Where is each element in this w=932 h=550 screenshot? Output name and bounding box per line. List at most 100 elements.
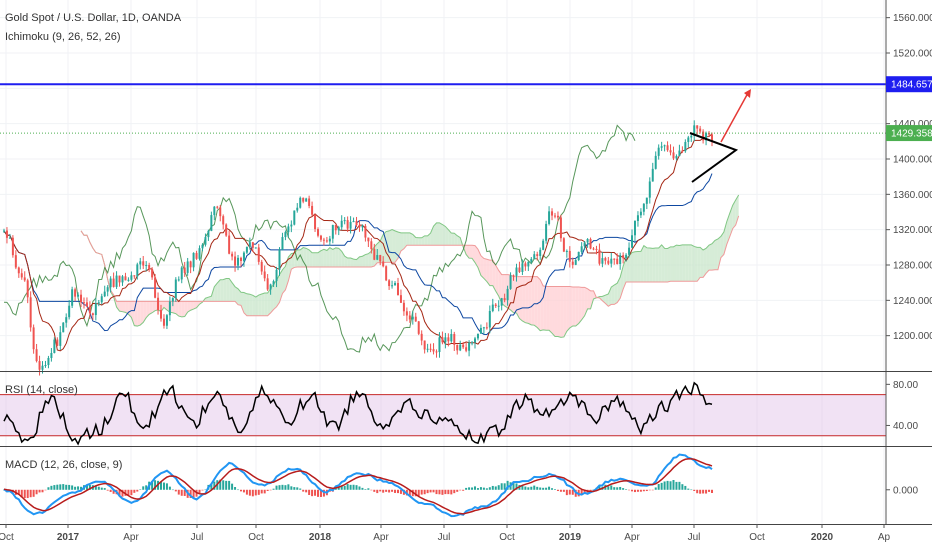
candle-body[interactable] — [124, 276, 127, 281]
candle-body[interactable] — [450, 333, 453, 342]
candle-body[interactable] — [11, 237, 14, 256]
candle-body[interactable] — [631, 235, 634, 248]
candle-body[interactable] — [562, 238, 565, 252]
candle-body[interactable] — [213, 206, 216, 216]
candle-body[interactable] — [396, 283, 399, 296]
candle-body[interactable] — [394, 283, 397, 286]
candle-body[interactable] — [574, 259, 577, 265]
candle-body[interactable] — [559, 217, 562, 239]
candle-body[interactable] — [299, 197, 302, 208]
candle-body[interactable] — [423, 340, 426, 350]
candle-body[interactable] — [613, 258, 616, 260]
candle-body[interactable] — [699, 128, 702, 132]
candle-body[interactable] — [399, 295, 402, 303]
candle-body[interactable] — [391, 285, 394, 287]
candle-body[interactable] — [266, 278, 269, 290]
candle-body[interactable] — [471, 342, 474, 344]
candle-body[interactable] — [201, 244, 204, 249]
candle-body[interactable] — [281, 237, 284, 250]
candle-body[interactable] — [382, 261, 385, 267]
candle-body[interactable] — [654, 155, 657, 169]
candle-body[interactable] — [234, 256, 237, 266]
candle-body[interactable] — [468, 342, 471, 351]
candle-body[interactable] — [408, 315, 411, 320]
macd-pane[interactable]: 0.000 — [3, 453, 918, 518]
candle-body[interactable] — [154, 277, 157, 298]
candle-body[interactable] — [355, 221, 358, 226]
candle-body[interactable] — [426, 348, 429, 350]
candle-body[interactable] — [319, 235, 322, 240]
candle-body[interactable] — [331, 225, 334, 239]
candle-body[interactable] — [74, 289, 77, 297]
candle-body[interactable] — [23, 277, 26, 281]
candle-body[interactable] — [337, 227, 340, 231]
candle-body[interactable] — [361, 225, 364, 228]
candle-body[interactable] — [589, 238, 592, 249]
candle-body[interactable] — [595, 248, 598, 250]
candle-body[interactable] — [293, 210, 296, 225]
candle-body[interactable] — [257, 247, 260, 262]
candle-body[interactable] — [586, 238, 589, 243]
candle-body[interactable] — [456, 344, 459, 351]
candle-body[interactable] — [622, 255, 625, 259]
candle-body[interactable] — [219, 207, 222, 217]
candle-body[interactable] — [53, 339, 56, 353]
candle-body[interactable] — [678, 150, 681, 157]
candle-body[interactable] — [527, 261, 530, 267]
candle-body[interactable] — [571, 261, 574, 265]
candle-body[interactable] — [512, 275, 515, 277]
candle-body[interactable] — [160, 310, 163, 319]
projection-arrow[interactable] — [720, 92, 749, 143]
candle-body[interactable] — [619, 255, 622, 264]
candle-body[interactable] — [352, 221, 355, 223]
candle-body[interactable] — [109, 278, 112, 288]
candle-body[interactable] — [35, 349, 38, 362]
candle-body[interactable] — [311, 205, 314, 215]
candle-body[interactable] — [604, 258, 607, 261]
candle-body[interactable] — [657, 147, 660, 156]
candle-body[interactable] — [539, 249, 542, 256]
candle-body[interactable] — [548, 211, 551, 224]
candle-body[interactable] — [325, 240, 328, 242]
candle-body[interactable] — [130, 275, 133, 280]
candle-body[interactable] — [3, 230, 5, 232]
candle-body[interactable] — [14, 255, 17, 268]
candle-body[interactable] — [204, 237, 207, 245]
candle-body[interactable] — [444, 337, 447, 343]
candle-body[interactable] — [568, 250, 571, 262]
candle-body[interactable] — [681, 150, 684, 152]
candle-body[interactable] — [186, 261, 189, 273]
candle-body[interactable] — [162, 318, 165, 326]
candle-body[interactable] — [580, 246, 583, 252]
candle-body[interactable] — [485, 327, 488, 329]
candle-body[interactable] — [157, 297, 160, 311]
candle-body[interactable] — [94, 303, 97, 316]
candle-body[interactable] — [491, 304, 494, 311]
price-axis[interactable]: 1560.0001520.0001480.0001440.0001400.000… — [886, 13, 932, 342]
candlesticks[interactable] — [3, 120, 713, 376]
candle-body[interactable] — [222, 216, 225, 225]
candle-body[interactable] — [80, 294, 83, 303]
candle-body[interactable] — [231, 253, 234, 257]
candle-body[interactable] — [38, 361, 41, 370]
candle-body[interactable] — [639, 211, 642, 216]
rsi-line[interactable] — [3, 381, 713, 446]
candle-body[interactable] — [556, 215, 559, 218]
candle-body[interactable] — [385, 266, 388, 281]
candle-body[interactable] — [269, 284, 272, 290]
candle-body[interactable] — [118, 275, 121, 283]
candle-body[interactable] — [705, 132, 708, 141]
candle-body[interactable] — [577, 251, 580, 260]
candle-body[interactable] — [41, 365, 44, 370]
candle-body[interactable] — [278, 249, 281, 270]
candle-body[interactable] — [192, 252, 195, 268]
candle-body[interactable] — [82, 302, 85, 304]
candle-body[interactable] — [388, 280, 391, 287]
candle-body[interactable] — [636, 215, 639, 221]
candle-body[interactable] — [136, 264, 139, 277]
candle-body[interactable] — [210, 215, 213, 231]
candle-body[interactable] — [518, 267, 521, 272]
candle-body[interactable] — [127, 279, 130, 281]
candle-body[interactable] — [542, 240, 545, 250]
